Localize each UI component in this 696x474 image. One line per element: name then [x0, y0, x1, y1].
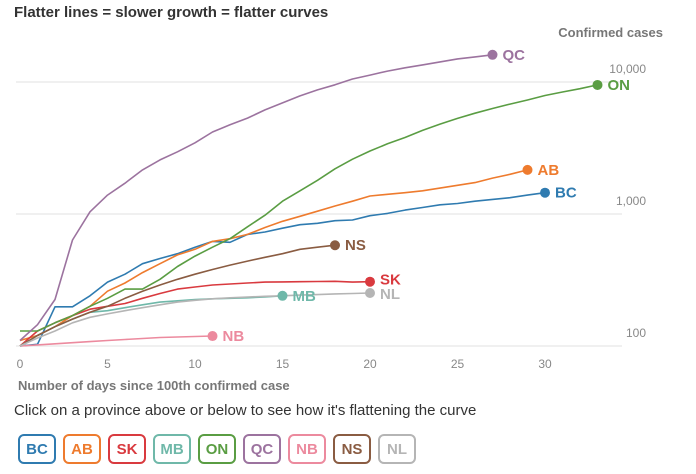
- legend-button-on[interactable]: ON: [198, 434, 236, 464]
- series-line-sk[interactable]: [19, 280, 371, 347]
- series-endpoint-sk[interactable]: [365, 276, 375, 287]
- series-label-sk[interactable]: SK: [380, 272, 401, 289]
- series-label-mb[interactable]: MB: [293, 288, 316, 305]
- y-tick-label: 1,000: [616, 194, 646, 208]
- series-line-on[interactable]: [20, 84, 598, 332]
- series-lines: [19, 54, 598, 347]
- series-endpoint-ns[interactable]: [330, 240, 340, 251]
- legend-button-sk[interactable]: SK: [108, 434, 146, 464]
- x-tick-label: 15: [276, 357, 290, 371]
- legend-button-bc[interactable]: BC: [18, 434, 56, 464]
- series-endpoint-nb[interactable]: [207, 331, 218, 342]
- legend-button-qc[interactable]: QC: [243, 434, 281, 464]
- x-tick-label: 0: [17, 357, 24, 371]
- y-tick-label: 100: [626, 326, 646, 340]
- x-tick-label: 20: [363, 357, 377, 371]
- series-endpoint-nl[interactable]: [365, 288, 375, 299]
- series-endpoint-mb[interactable]: [277, 290, 288, 301]
- series-label-nl[interactable]: NL: [380, 286, 400, 303]
- series-endpoint-qc[interactable]: [487, 49, 498, 60]
- series-label-ns[interactable]: NS: [345, 237, 366, 254]
- x-tick-label: 25: [451, 357, 465, 371]
- series-label-qc[interactable]: QC: [503, 47, 526, 64]
- legend-button-ns[interactable]: NS: [333, 434, 371, 464]
- x-tick-label: 30: [538, 357, 552, 371]
- legend-button-nl[interactable]: NL: [378, 434, 416, 464]
- series-endpoint-ab[interactable]: [522, 164, 533, 175]
- series-line-qc[interactable]: [19, 54, 493, 342]
- series-line-nb[interactable]: [19, 335, 213, 347]
- instructions-text: Click on a province above or below to se…: [14, 402, 477, 419]
- series-line-nl[interactable]: [19, 292, 371, 347]
- gridlines: [16, 81, 622, 347]
- series-line-ns[interactable]: [19, 244, 336, 347]
- series-label-nb[interactable]: NB: [223, 328, 245, 345]
- x-axis-label: Number of days since 100th confirmed cas…: [18, 378, 290, 393]
- x-tick-label: 5: [104, 357, 111, 371]
- y-axis-label: Confirmed cases: [558, 25, 663, 40]
- chart-title: Flatter lines = slower growth = flatter …: [14, 4, 329, 21]
- series-line-bc[interactable]: [19, 191, 546, 347]
- series-label-ab[interactable]: AB: [538, 162, 560, 179]
- series-endpoint-on[interactable]: [592, 79, 603, 90]
- series-label-bc[interactable]: BC: [555, 185, 577, 202]
- series-line-ab[interactable]: [19, 169, 528, 342]
- y-axis-ticks: 100 1,000 10,000: [609, 62, 646, 340]
- legend-button-ab[interactable]: AB: [63, 434, 101, 464]
- x-axis-ticks: 0 5 10 15 20 25 30: [17, 357, 552, 371]
- legend-button-mb[interactable]: MB: [153, 434, 191, 464]
- y-tick-label: 10,000: [609, 62, 646, 76]
- legend-button-nb[interactable]: NB: [288, 434, 326, 464]
- x-tick-label: 10: [188, 357, 202, 371]
- series-endpoints: BC AB SK MB ON QC NB NS NL: [207, 47, 631, 345]
- line-chart: 100 1,000 10,000 Confirmed cases 0 5 10 15 20 2…: [16, 25, 663, 393]
- series-label-on[interactable]: ON: [608, 77, 631, 94]
- series-endpoint-bc[interactable]: [540, 187, 550, 198]
- province-legend: BC AB SK MB ON QC NB NS NL: [18, 434, 416, 464]
